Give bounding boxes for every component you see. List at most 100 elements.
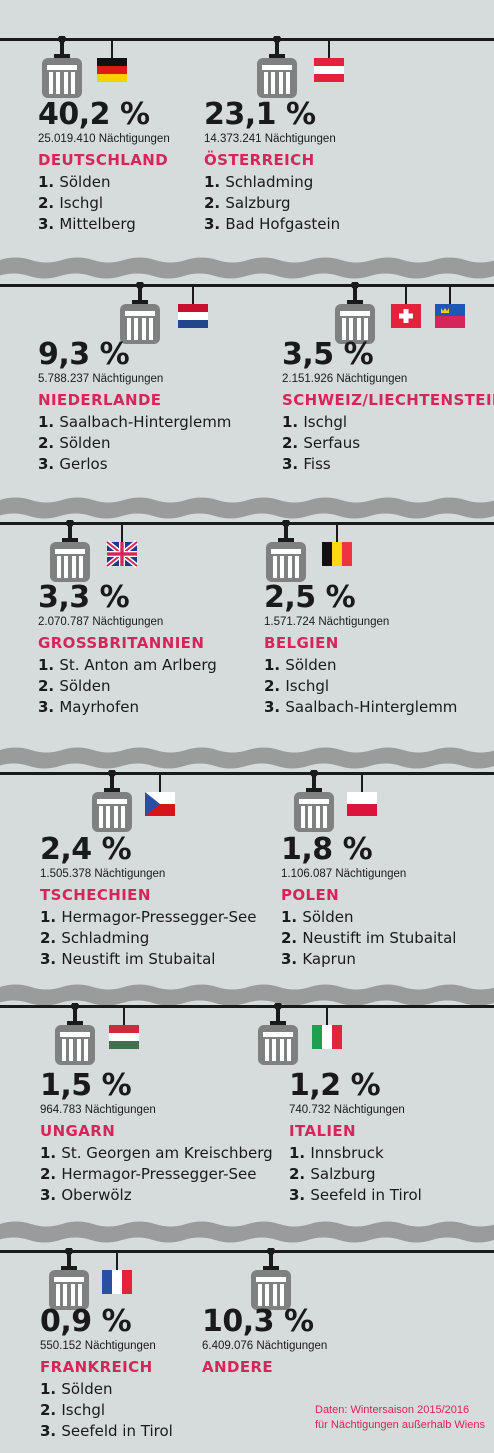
gondola-icon [251,1248,291,1310]
destination-item: 3. Kaprun [281,949,456,970]
country-name: TSCHECHIEN [40,886,151,904]
gondola-icon [49,1248,89,1310]
nights-count: 25.019.410 Nächtigungen [38,133,170,145]
gondola-icon [92,770,132,832]
destination-name: Ischgl [303,413,348,431]
gondola-icon [55,1003,95,1065]
rank-number: 1. [281,908,303,926]
destination-name: Ischgl [285,677,330,695]
destination-item: 2. Sölden [38,676,217,697]
top-destinations-list: 1. St. Anton am Arlberg 2. Sölden 3. Mayrh… [38,655,217,718]
nights-count: 550.152 Nächtigungen [40,1340,156,1352]
destination-name: St. Anton am Arlberg [59,656,217,674]
destination-item: 1. Innsbruck [289,1143,422,1164]
destination-item: 2. Neustift im Stubaital [281,928,456,949]
destination-item: 1. Sölden [38,172,136,193]
share-percent: 1,8 % [281,832,373,867]
destination-name: Schladming [225,173,314,191]
country-name: UNGARN [40,1122,116,1140]
destination-item: 3. Gerlos [38,454,231,475]
destination-item: 2. Ischgl [40,1400,173,1421]
nights-count: 964.783 Nächtigungen [40,1104,156,1116]
italy-flag-icon [312,1005,342,1049]
share-percent: 0,9 % [40,1304,132,1339]
rank-number: 2. [38,434,60,452]
belgium-flag-icon [322,522,352,566]
destination-item: 1. Sölden [281,907,456,928]
destination-item: 1. St. Anton am Arlberg [38,655,217,676]
destination-item: 2. Hermagor-Pressegger-See [40,1164,273,1185]
destination-name: Ischgl [61,1401,106,1419]
switzerland-flag-icon [391,284,421,328]
destination-item: 1. Sölden [264,655,457,676]
destination-item: 3. Mayrhofen [38,697,217,718]
destination-item: 1. Hermagor-Pressegger-See [40,907,256,928]
uk-flag-icon [106,522,138,568]
top-destinations-list: 1. Sölden 2. Ischgl 3. Seefeld in Tirol [40,1379,173,1442]
destination-item: 2. Schladming [40,928,256,949]
nights-count: 740.732 Nächtigungen [289,1104,405,1116]
poland-flag-icon [347,772,377,816]
country-name: GROSSBRITANNIEN [38,634,205,652]
rank-number: 3. [40,1186,62,1204]
rank-number: 1. [289,1144,311,1162]
cable-line [0,1250,494,1253]
rank-number: 1. [38,413,60,431]
rank-number: 1. [40,1144,62,1162]
cable-line [0,522,494,525]
share-percent: 2,5 % [264,580,356,615]
gondola-icon [50,520,90,582]
share-percent: 10,3 % [202,1304,314,1339]
destination-name: Neustift im Stubaital [61,950,216,968]
top-destinations-list: 1. Innsbruck 2. Salzburg 3. Seefeld in Tir… [289,1143,422,1206]
rank-number: 3. [264,698,286,716]
destination-name: Ischgl [59,194,104,212]
source-note: Daten: Wintersaison 2015/2016 für Nächti… [315,1403,485,1433]
destination-name: Schladming [61,929,150,947]
gondola-icon [335,282,375,344]
gondola-icon [120,282,160,344]
rank-number: 1. [282,413,304,431]
destination-item: 3. Seefeld in Tirol [289,1185,422,1206]
country-name: BELGIEN [264,634,339,652]
destination-item: 2. Sölden [38,433,231,454]
rank-number: 3. [204,215,226,233]
destination-item: 2. Ischgl [38,193,136,214]
rank-number: 1. [40,1380,62,1398]
rank-number: 1. [38,173,60,191]
rank-number: 3. [281,950,303,968]
destination-name: Neustift im Stubaital [302,929,457,947]
source-note-line2: für Nächtigungen außerhalb Wiens [315,1419,485,1431]
rank-number: 2. [40,1165,62,1183]
destination-name: Sölden [59,173,111,191]
destination-item: 1. Schladming [204,172,340,193]
share-percent: 9,3 % [38,337,130,372]
country-name: ÖSTERREICH [204,151,315,169]
top-destinations-list: 1. Hermagor-Pressegger-See 2. Schladming 3… [40,907,256,970]
destination-name: Sölden [285,656,337,674]
top-destinations-list: 1. St. Georgen am Kreischberg 2. Hermagor… [40,1143,273,1206]
nights-count: 1.571.724 Nächtigungen [264,616,390,628]
destination-name: Bad Hofgastein [225,215,341,233]
country-name: SCHWEIZ/LIECHTENSTEIN [282,391,494,409]
nights-count: 5.788.237 Nächtigungen [38,373,164,385]
rank-number: 1. [204,173,226,191]
destination-name: Seefeld in Tirol [310,1186,422,1204]
share-percent: 23,1 % [204,97,316,132]
gondola-icon [294,770,334,832]
nights-count: 2.151.926 Nächtigungen [282,373,408,385]
share-percent: 3,5 % [282,337,374,372]
nights-count: 2.070.787 Nächtigungen [38,616,164,628]
share-percent: 1,2 % [289,1068,381,1103]
country-name: ANDERE [202,1358,274,1376]
destination-name: Sölden [59,677,111,695]
rank-number: 3. [38,698,60,716]
cable-line [0,1005,494,1008]
destination-item: 3. Neustift im Stubaital [40,949,256,970]
wave-separator [0,497,494,519]
austria-flag-icon [314,38,344,82]
share-percent: 3,3 % [38,580,130,615]
destination-name: Hermagor-Pressegger-See [61,1165,257,1183]
destination-name: Salzburg [225,194,291,212]
rank-number: 2. [38,677,60,695]
